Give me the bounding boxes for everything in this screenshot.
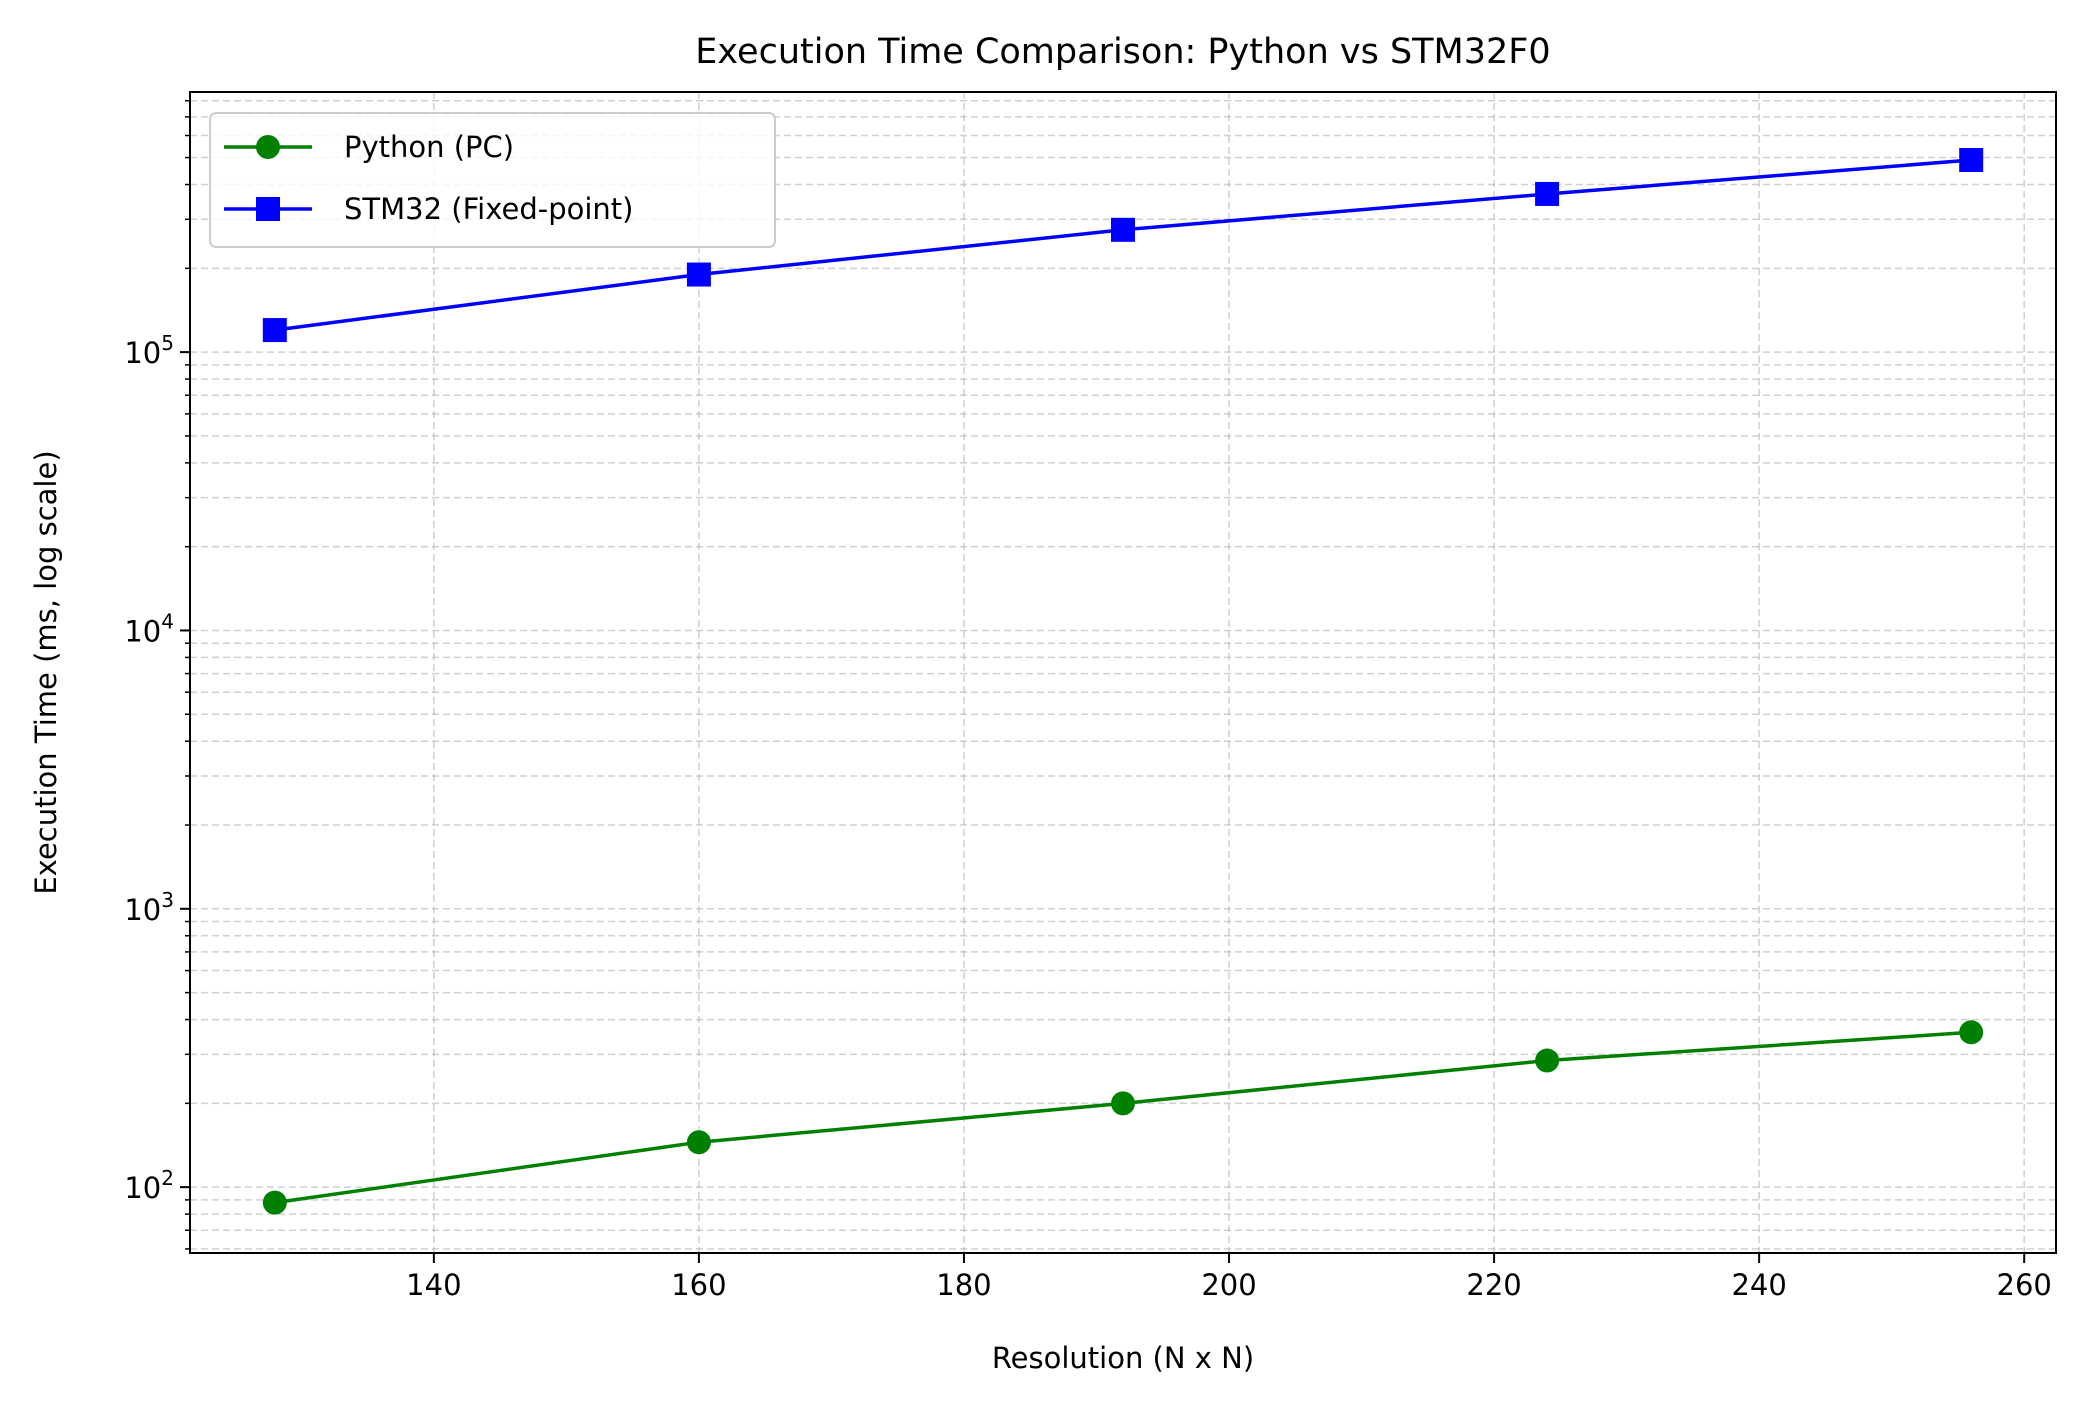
y-tick-label: 104	[124, 609, 174, 648]
chart-title: Execution Time Comparison: Python vs STM…	[695, 32, 1550, 72]
y-tick-label: 102	[124, 1166, 174, 1205]
legend-marker-square	[256, 197, 280, 221]
y-tick-label: 105	[124, 331, 174, 370]
data-point-square	[1535, 181, 1560, 206]
x-tick-label: 240	[1731, 1268, 1786, 1302]
legend-marker-circle	[256, 135, 280, 159]
x-tick-label: 260	[1997, 1268, 2052, 1302]
legend-label: Python (PC)	[344, 130, 514, 164]
ticks-layer: 140 160 180 200 220 240 260 102 103 104 105	[124, 99, 2052, 1302]
y-axis-label: Execution Time (ms, log scale)	[29, 450, 63, 894]
x-axis-label: Resolution (N x N)	[992, 1341, 1254, 1375]
legend-label: STM32 (Fixed-point)	[344, 192, 633, 226]
axes-frame	[189, 91, 2057, 1254]
x-tick-label: 220	[1466, 1268, 1521, 1302]
series-layer	[262, 148, 1984, 1215]
data-point-circle	[262, 1190, 287, 1215]
data-point-square	[1111, 217, 1135, 242]
x-tick-label: 200	[1201, 1268, 1256, 1302]
legend: Python (PC) STM32 (Fixed-point)	[209, 112, 776, 248]
legend-box	[209, 112, 776, 248]
y-tick-label: 103	[124, 888, 174, 927]
data-point-square	[1959, 148, 1984, 173]
data-point-circle	[1535, 1048, 1560, 1073]
data-point-square	[686, 262, 711, 287]
data-point-circle	[1959, 1020, 1984, 1045]
data-point-circle	[686, 1130, 711, 1155]
x-tick-label: 140	[406, 1268, 461, 1302]
x-tick-label: 160	[671, 1268, 726, 1302]
x-tick-label: 180	[936, 1268, 991, 1302]
data-point-square	[262, 318, 287, 343]
data-point-circle	[1111, 1091, 1135, 1116]
